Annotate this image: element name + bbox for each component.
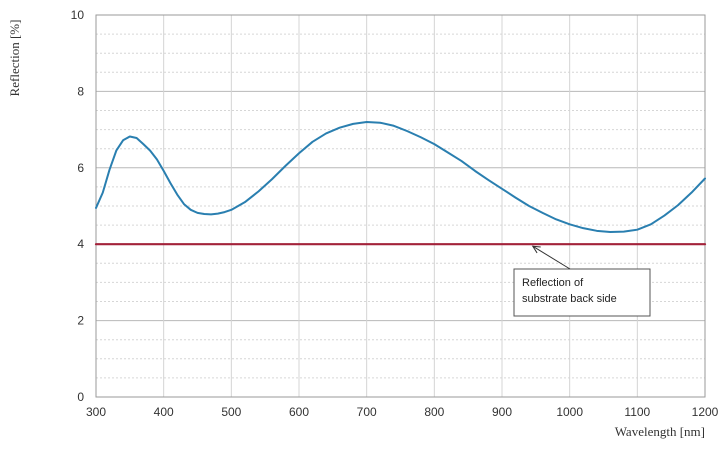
annotation-callout: Reflection of substrate back side [513, 245, 651, 317]
x-tick-label: 1000 [556, 405, 583, 419]
x-tick-label: 900 [492, 405, 512, 419]
x-tick-label: 400 [154, 405, 174, 419]
y-tick-label: 6 [77, 161, 84, 175]
y-tick-label: 10 [71, 8, 85, 22]
annotation-text: Reflection of [522, 277, 584, 289]
y-tick-label: 8 [77, 84, 84, 98]
annotation-arrow [532, 245, 571, 270]
annotation-arrowhead [531, 245, 541, 254]
series-layer [94, 120, 707, 246]
x-tick-label: 700 [357, 405, 377, 419]
minor-gridlines [96, 33, 705, 379]
series-line-1 [95, 120, 706, 233]
y-axis-label: Reflection [%] [7, 20, 22, 97]
y-tick-label: 0 [77, 390, 84, 404]
x-tick-label: 600 [289, 405, 309, 419]
x-tick-label: 1100 [624, 405, 650, 419]
x-axis-label: Wavelength [nm] [615, 424, 705, 439]
x-tick-label: 500 [221, 405, 241, 419]
y-tick-label: 2 [77, 314, 84, 328]
annotation-text: substrate back side [522, 293, 617, 305]
x-tick-label: 1200 [692, 405, 719, 419]
x-tick-label: 800 [424, 405, 444, 419]
y-tick-labels: 0 2 4 6 8 10 [71, 8, 85, 404]
x-tick-label: 300 [86, 405, 106, 419]
annotations: Reflection of substrate back side [513, 245, 651, 317]
x-tick-labels: 300 400 500 600 700 800 900 1000 1100 1200 [86, 405, 719, 419]
annotation-box [513, 268, 651, 317]
y-tick-label: 4 [77, 237, 84, 251]
